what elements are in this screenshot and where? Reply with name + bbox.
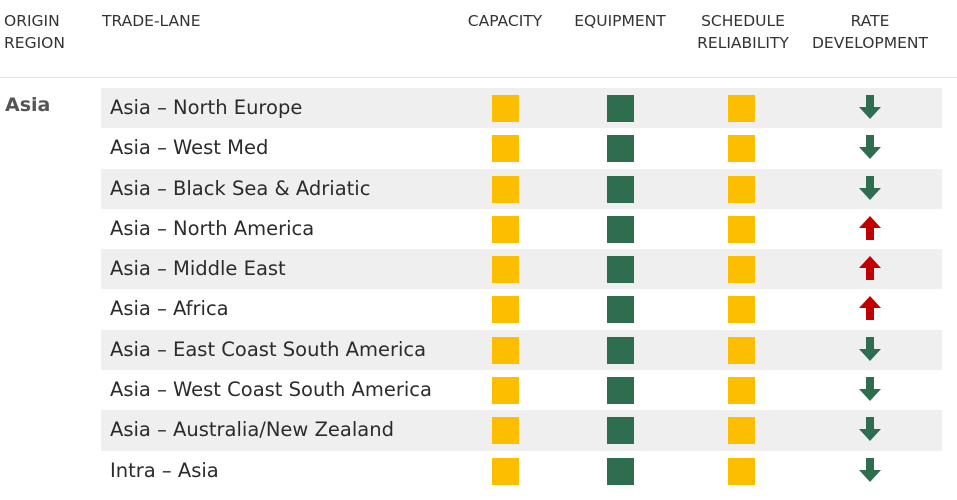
- header-divider: [0, 77, 957, 78]
- equipment-indicator: [607, 377, 634, 405]
- trade-lane-name: Asia – North Europe: [110, 96, 303, 119]
- table-row: Asia – Black Sea & Adriatic: [101, 168, 942, 209]
- schedule-reliability-indicator: [728, 95, 755, 122]
- arrow-down-icon: [859, 175, 881, 200]
- origin-region-label: Asia: [5, 94, 51, 116]
- table-row: Asia – Africa: [101, 289, 942, 329]
- header-capacity: CAPACITY: [467, 12, 543, 30]
- equipment-indicator: [607, 135, 634, 163]
- trade-lane-name: Asia – Black Sea & Adriatic: [110, 176, 371, 200]
- arrow-up-icon: [859, 296, 881, 321]
- arrow-up-icon: [859, 256, 881, 281]
- capacity-indicator: [492, 256, 519, 284]
- arrow-down-icon: [859, 95, 881, 119]
- trade-lane-table: Asia – North Europe Asia – West Med Asia –…: [101, 88, 942, 491]
- equipment-indicator: [607, 95, 634, 122]
- trade-lane-name: Asia – West Med: [110, 136, 269, 160]
- arrow-down-icon: [859, 457, 881, 482]
- equipment-indicator: [607, 336, 634, 364]
- trade-lane-name: Asia – North America: [110, 216, 315, 240]
- equipment-indicator: [607, 457, 634, 485]
- header-rate-development: RATE DEVELOPMENT: [812, 12, 928, 52]
- table-row: Asia – Australia/New Zealand: [101, 410, 942, 451]
- arrow-down-icon: [859, 417, 881, 442]
- trade-lane-name: Asia – Middle East: [110, 257, 286, 281]
- table-row: Asia – North Europe: [101, 88, 942, 129]
- schedule-reliability-indicator: [728, 175, 755, 203]
- schedule-reliability-indicator: [728, 135, 755, 163]
- table-row: Asia – Middle East: [101, 249, 942, 290]
- header-equipment: EQUIPMENT: [574, 12, 666, 30]
- schedule-reliability-indicator: [728, 336, 755, 364]
- capacity-indicator: [492, 95, 519, 122]
- capacity-indicator: [492, 457, 519, 485]
- trade-lane-name: Asia – West Coast South America: [110, 378, 432, 402]
- arrow-down-icon: [859, 135, 881, 160]
- schedule-reliability-indicator: [728, 417, 755, 445]
- schedule-reliability-indicator: [728, 215, 755, 243]
- equipment-indicator: [607, 215, 634, 243]
- equipment-indicator: [607, 417, 634, 445]
- trade-lane-name: Asia – Australia/New Zealand: [110, 418, 394, 442]
- capacity-indicator: [492, 215, 519, 243]
- trade-lane-name: Asia – East Coast South America: [110, 337, 427, 361]
- table-row: Asia – East Coast South America: [101, 329, 942, 371]
- arrow-down-icon: [859, 377, 881, 402]
- equipment-indicator: [607, 256, 634, 284]
- table-row: Asia – West Med: [101, 128, 942, 168]
- capacity-indicator: [492, 296, 519, 324]
- table-row: Intra – Asia: [101, 451, 942, 491]
- header-origin-region-text: ORIGIN REGION: [4, 12, 65, 52]
- equipment-indicator: [607, 175, 634, 203]
- arrow-down-icon: [859, 336, 881, 361]
- schedule-reliability-indicator: [728, 256, 755, 284]
- header-trade-lane: TRADE-LANE: [102, 12, 201, 30]
- capacity-indicator: [492, 417, 519, 445]
- arrow-up-icon: [859, 215, 881, 240]
- equipment-indicator: [607, 296, 634, 324]
- capacity-indicator: [492, 336, 519, 364]
- schedule-reliability-indicator: [728, 457, 755, 485]
- capacity-indicator: [492, 377, 519, 405]
- trade-lane-name: Asia – Africa: [110, 297, 229, 321]
- trade-lane-name: Intra – Asia: [110, 458, 219, 482]
- capacity-indicator: [492, 175, 519, 203]
- table-row: Asia – West Coast South America: [101, 370, 942, 410]
- capacity-indicator: [492, 135, 519, 163]
- schedule-reliability-indicator: [728, 296, 755, 324]
- schedule-reliability-indicator: [728, 377, 755, 405]
- table-row: Asia – North America: [101, 209, 942, 249]
- header-schedule-reliability: SCHEDULE RELIABILITY: [697, 12, 789, 52]
- header-origin-region: ORIGIN REGION: [4, 10, 65, 54]
